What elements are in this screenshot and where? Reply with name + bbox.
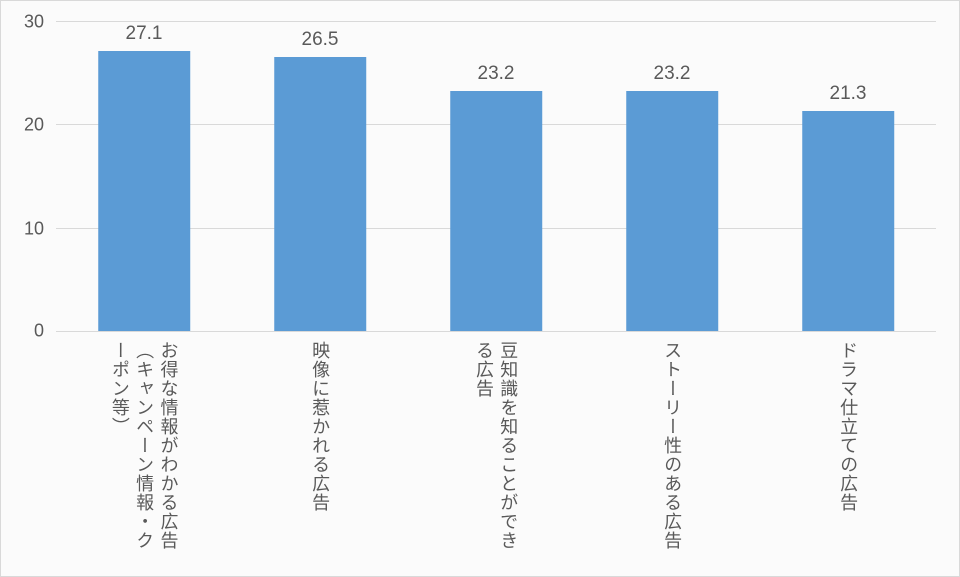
y-tick-label: 10 xyxy=(24,218,56,239)
bar: 26.5 xyxy=(274,57,366,331)
y-tick-label: 0 xyxy=(34,321,56,342)
bar-slot: 21.3 xyxy=(760,21,936,331)
bar: 23.2 xyxy=(626,91,718,331)
x-label-slot: 豆知識を知ることができる広告 xyxy=(408,333,584,566)
category-label: ストーリー性のある広告 xyxy=(660,341,684,566)
x-label-slot: 映像に惹かれる広告 xyxy=(232,333,408,566)
y-tick-label: 20 xyxy=(24,115,56,136)
category-label: お得な情報がわかる広告（キャンペーン情報・クーポン等） xyxy=(108,341,181,566)
bar-value-label: 21.3 xyxy=(830,83,867,105)
bar-slot: 23.2 xyxy=(408,21,584,331)
bar-chart: 0 10 20 30 27.1 26.5 23.2 23.2 21.3 お得な情報がわかる広告… xyxy=(0,0,960,577)
x-label-slot: ストーリー性のある広告 xyxy=(584,333,760,566)
x-label-slot: ドラマ仕立ての広告 xyxy=(760,333,936,566)
x-axis-labels: お得な情報がわかる広告（キャンペーン情報・クーポン等） 映像に惹かれる広告 豆知識を… xyxy=(56,333,936,566)
bar: 23.2 xyxy=(450,91,542,331)
bar-slot: 23.2 xyxy=(584,21,760,331)
bar-value-label: 27.1 xyxy=(126,23,163,45)
bar-value-label: 26.5 xyxy=(302,29,339,51)
bar-slot: 27.1 xyxy=(56,21,232,331)
bar-value-label: 23.2 xyxy=(478,63,515,85)
category-label: ドラマ仕立ての広告 xyxy=(836,341,860,566)
y-tick-label: 30 xyxy=(24,12,56,33)
bars-container: 27.1 26.5 23.2 23.2 21.3 xyxy=(56,21,936,331)
plot-area: 0102030 27.126.523.223.221.3 xyxy=(56,21,936,332)
bar-value-label: 23.2 xyxy=(654,63,691,85)
category-label: 映像に惹かれる広告 xyxy=(308,341,332,566)
bar: 27.1 xyxy=(98,51,190,331)
bar-slot: 26.5 xyxy=(232,21,408,331)
category-label: 豆知識を知ることができる広告 xyxy=(472,341,521,566)
x-label-slot: お得な情報がわかる広告（キャンペーン情報・クーポン等） xyxy=(56,333,232,566)
bar: 21.3 xyxy=(802,111,894,331)
